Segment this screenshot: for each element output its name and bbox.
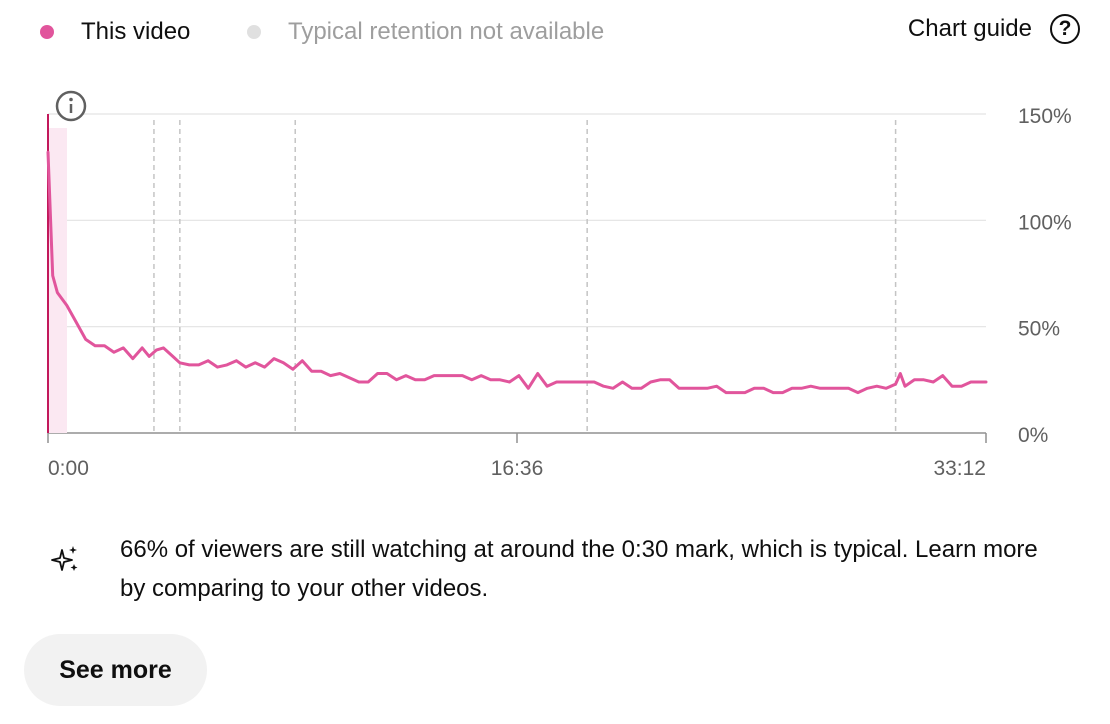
series-line-this-video bbox=[46, 150, 988, 395]
chart-guide-button[interactable]: Chart guide ? bbox=[908, 14, 1080, 44]
y-tick-label: 50% bbox=[1018, 318, 1060, 341]
info-icon[interactable] bbox=[55, 90, 87, 122]
legend-label-this-video: This video bbox=[81, 18, 191, 45]
help-icon[interactable]: ? bbox=[1050, 14, 1080, 44]
y-tick-label: 150% bbox=[1018, 105, 1072, 128]
sparkle-icon bbox=[51, 546, 78, 571]
legend-label-typical-retention: Typical retention not available bbox=[288, 18, 605, 45]
x-tick-label: 16:36 bbox=[491, 457, 544, 480]
retention-chart: 150% 100% 50% 0% 0:00 16:36 33:12 bbox=[46, 90, 1072, 480]
y-tick-label: 0% bbox=[1018, 424, 1048, 447]
intro-highlight bbox=[48, 128, 67, 433]
legend-item-typical-retention: Typical retention not available bbox=[247, 18, 604, 46]
legend-item-this-video: This video bbox=[40, 18, 190, 46]
y-tick-label: 100% bbox=[1018, 211, 1072, 234]
this-video-dot-icon bbox=[40, 25, 54, 39]
insight-text: 66% of viewers are still watching at aro… bbox=[120, 536, 1038, 602]
x-tick-label: 33:12 bbox=[933, 457, 986, 480]
x-tick-label: 0:00 bbox=[48, 457, 89, 480]
chart-guide-label: Chart guide bbox=[907, 15, 1032, 42]
chart-legend: This video Typical retention not availab… bbox=[40, 18, 1110, 54]
typical-retention-dot-icon bbox=[247, 25, 261, 39]
see-more-button[interactable]: See more bbox=[24, 634, 207, 706]
